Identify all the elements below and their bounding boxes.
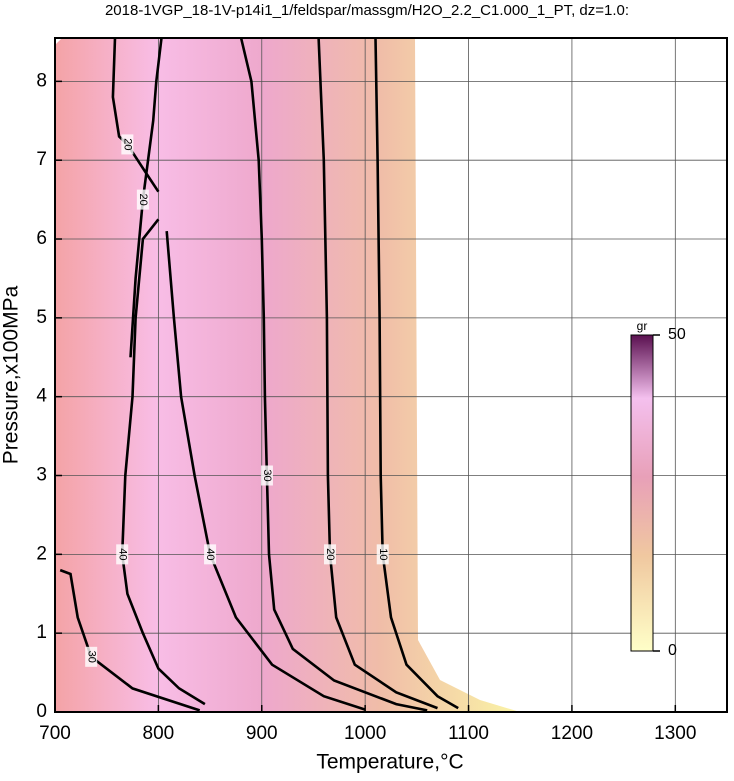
x-tick-label: 1200 <box>551 723 593 744</box>
x-tick-label: 1000 <box>344 723 386 744</box>
x-tick-label: 1300 <box>654 723 696 744</box>
contour-label: 20 <box>324 548 336 560</box>
y-tick-label: 5 <box>36 307 47 328</box>
contour-label-bg <box>121 134 134 155</box>
y-tick-label: 6 <box>36 228 47 249</box>
contour-label-bg <box>260 465 273 486</box>
grid <box>54 38 727 713</box>
y-tick-label: 8 <box>36 70 47 91</box>
y-tick-label: 0 <box>36 701 47 722</box>
contour-label-bg <box>136 189 149 210</box>
contour-label: 40 <box>116 548 128 560</box>
colorbar-tick-label: 50 <box>668 326 686 343</box>
contour-label: 40 <box>204 548 216 560</box>
x-tick-label: 800 <box>143 723 175 744</box>
colorbar-tick-label: 0 <box>668 642 677 659</box>
y-tick-label: 2 <box>36 543 47 564</box>
colorbar <box>630 334 654 652</box>
contours: 40 40 30 20 10 20 20 30 <box>59 37 459 712</box>
contour-label-bg <box>85 646 98 667</box>
contour-line <box>59 568 201 712</box>
colorbar-label: gr <box>637 319 648 333</box>
x-tick-label: 700 <box>39 723 71 744</box>
contour-label-bg <box>376 544 389 565</box>
x-tick-label: 900 <box>246 723 278 744</box>
y-tick-label: 7 <box>36 149 47 170</box>
contour-label: 10 <box>377 548 389 560</box>
chart-title: 2018-1VGP_18-1V-p14i1_1/feldspar/massgm/… <box>105 2 629 19</box>
contour-label: 30 <box>85 651 97 663</box>
contour-label-bg <box>204 544 217 565</box>
y-tick-label: 1 <box>36 622 47 643</box>
mass-field <box>55 38 520 712</box>
contour-label-bg <box>116 544 129 565</box>
y-tick-label: 3 <box>36 465 47 486</box>
x-axis-label: Temperature,°C <box>316 751 463 774</box>
contour-label-bg <box>324 544 337 565</box>
plot-frame <box>54 37 728 713</box>
y-axis-label: Pressure,x100MPa <box>0 285 23 464</box>
contour-label: 20 <box>137 193 149 205</box>
contour-label: 30 <box>261 469 273 481</box>
contour-label: 20 <box>121 138 133 150</box>
y-tick-label: 4 <box>36 386 47 407</box>
x-tick-label: 1100 <box>448 723 489 744</box>
contour-line <box>129 37 163 358</box>
